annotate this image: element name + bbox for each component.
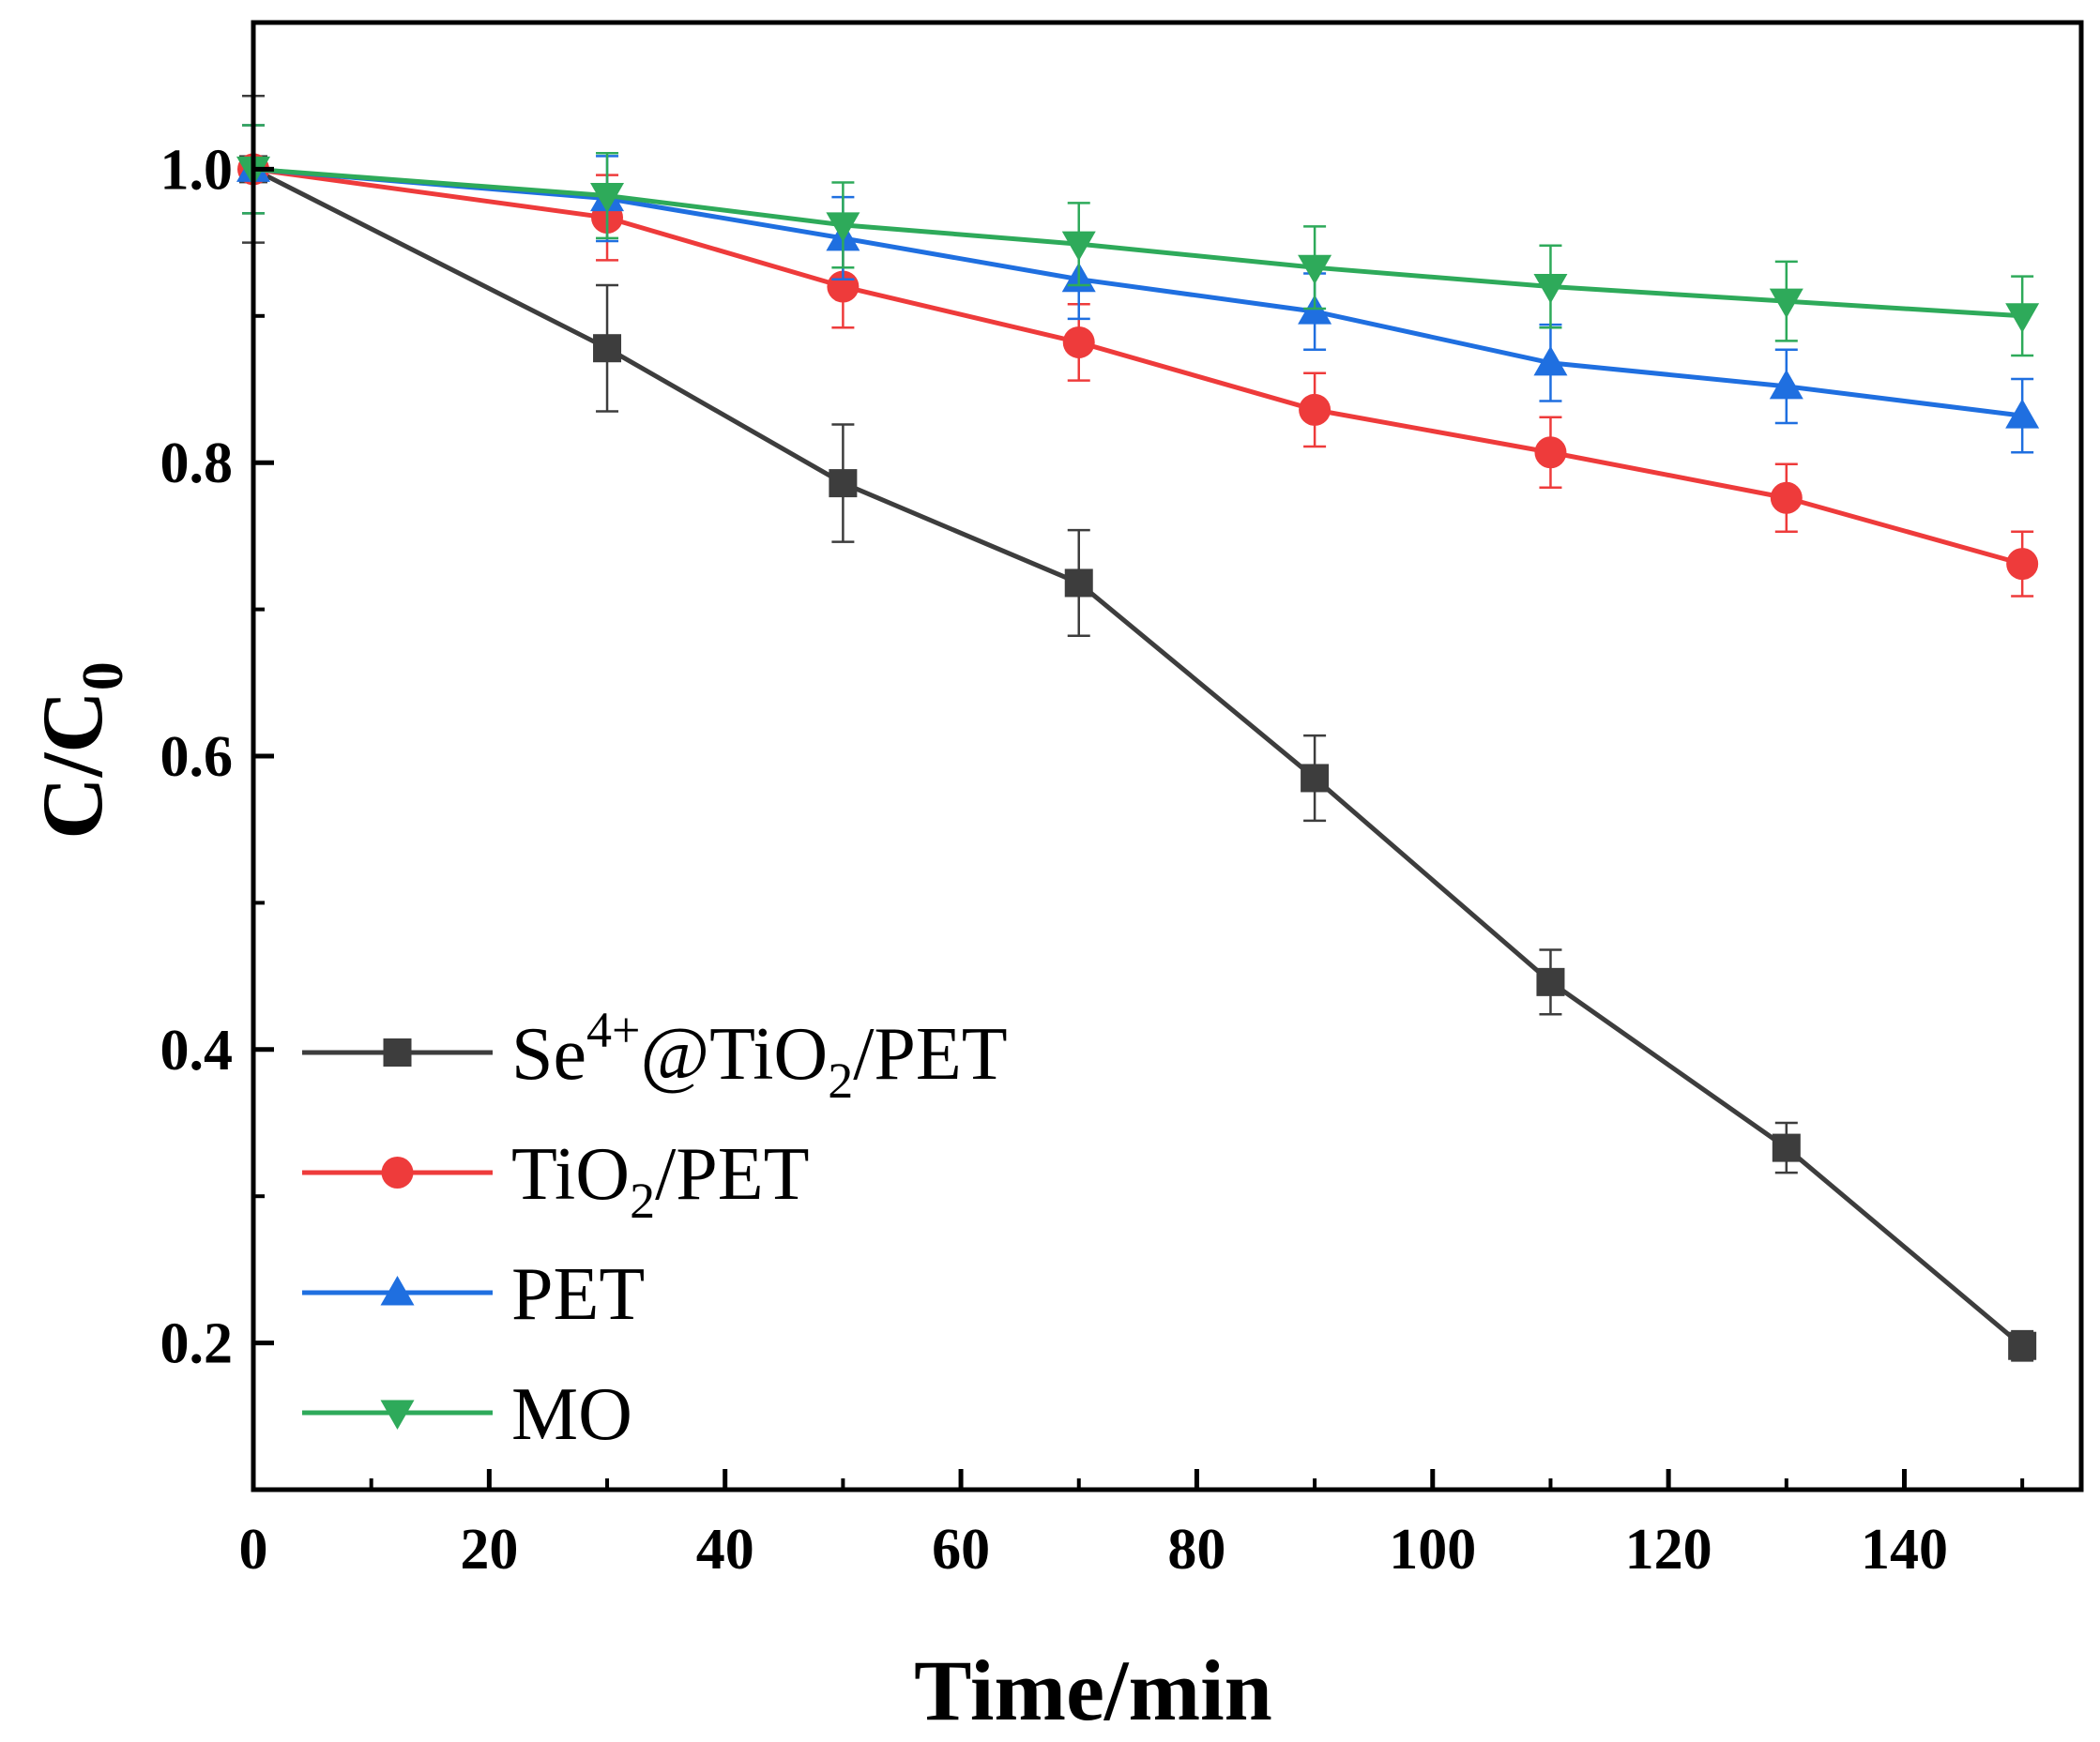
legend-marker <box>380 1400 415 1430</box>
axis-titles: Time/min C/C0 <box>24 661 1272 1738</box>
data-point <box>1301 764 1330 793</box>
axes: 0 20 40 60 80 100 120 140 0.2 0.4 0.6 0.8 1.0 <box>160 20 2084 1582</box>
legend-label: Se4+@TiO2/PET <box>511 1002 1008 1109</box>
legend-entry: Se4+@TiO2/PET <box>302 1002 1008 1109</box>
x-tick-label: 120 <box>1625 1518 1712 1582</box>
legend-marker <box>380 1276 415 1306</box>
data-point <box>826 212 860 242</box>
data-point <box>2006 548 2039 581</box>
x-tick-label: 100 <box>1389 1518 1476 1582</box>
y-tick-label: 0.4 <box>160 1019 234 1083</box>
y-axis-title-subscript: 0 <box>71 661 135 690</box>
legend-label: MO <box>511 1373 632 1456</box>
x-tick-label: 140 <box>1861 1518 1948 1582</box>
legend-entry: TiO2/PET <box>302 1133 810 1229</box>
series-TiO2/PET <box>237 124 2039 598</box>
legend-label-base: TiO <box>511 1133 630 1216</box>
x-tick-label: 40 <box>696 1518 754 1582</box>
x-tick-label: 20 <box>460 1518 518 1582</box>
data-point <box>2005 399 2040 429</box>
legend-label-base: PET <box>511 1253 645 1336</box>
y-tick-label: 0.6 <box>160 725 234 789</box>
data-point <box>1769 288 1803 319</box>
legend-label-tail: /PET <box>853 1013 1007 1096</box>
legend-label-base: Se <box>511 1013 586 1096</box>
y-axis-title: C/C0 <box>24 661 135 839</box>
y-tick-label: 1.0 <box>160 138 234 202</box>
y-tick-label: 0.8 <box>160 432 234 495</box>
legend-label-base: MO <box>511 1373 632 1456</box>
data-point <box>593 334 622 363</box>
data-point <box>1770 481 1803 514</box>
legend-entry: MO <box>302 1373 632 1456</box>
legend-label: TiO2/PET <box>511 1133 810 1229</box>
x-tick-label: 0 <box>239 1518 268 1582</box>
data-point <box>1769 369 1803 400</box>
series-line <box>251 167 2024 1348</box>
legend-marker <box>383 1038 412 1067</box>
legend-label-tail: /PET <box>655 1133 809 1216</box>
legend-label-subscript: 2 <box>828 1053 853 1109</box>
legend-label-mid: @TiO <box>640 1013 828 1096</box>
data-point <box>590 183 625 213</box>
x-tick-label: 80 <box>1167 1518 1225 1582</box>
data-point <box>2005 303 2040 333</box>
data-point <box>1061 231 1096 262</box>
legend-entry: PET <box>302 1253 645 1336</box>
y-axis-title-main: C/C <box>24 690 120 839</box>
data-point <box>1062 326 1095 358</box>
data-point <box>1064 568 1093 598</box>
legend-marker <box>381 1157 414 1189</box>
data-point <box>1298 254 1332 285</box>
data-point <box>1533 274 1568 304</box>
legend-label: PET <box>511 1253 645 1336</box>
data-point <box>829 469 858 498</box>
data-point <box>1536 967 1565 996</box>
series-line <box>252 166 2023 319</box>
legend-label-superscript: 4+ <box>586 1002 640 1058</box>
data-point <box>1772 1133 1801 1162</box>
x-axis-title: Time/min <box>914 1643 1272 1738</box>
x-tick-label: 60 <box>932 1518 990 1582</box>
y-tick-label: 0.2 <box>160 1312 234 1376</box>
series-line <box>252 166 2023 418</box>
legend-label-subscript: 2 <box>630 1173 655 1229</box>
data-point <box>1533 345 1568 376</box>
series-Se4+@TiO2/PET <box>239 94 2037 1362</box>
data-point <box>1534 436 1567 469</box>
data-point <box>2008 1331 2037 1360</box>
series-line <box>252 166 2023 567</box>
data-point <box>1299 393 1332 426</box>
